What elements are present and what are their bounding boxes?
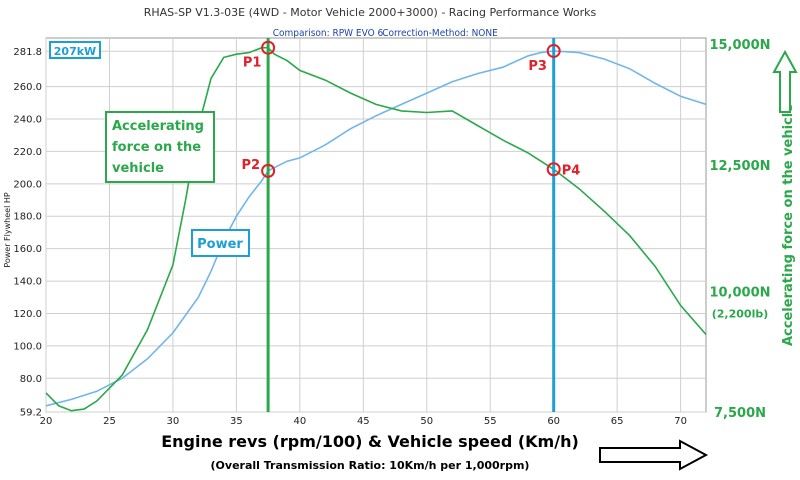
correction-subtitle: Correction-Method: NONE: [382, 28, 498, 39]
x-tick-label: 40: [293, 416, 306, 427]
y-tick-label: 120.0: [13, 309, 42, 320]
reference-lines: [266, 38, 556, 412]
peak-power-box: [49, 41, 101, 59]
right-tick-label: 7,500N: [714, 406, 766, 421]
x-tick-label: 50: [420, 416, 433, 427]
x-tick-label: 45: [357, 416, 370, 427]
x-axis-sublabel: (Overall Transmission Ratio: 10Km/h per …: [211, 459, 530, 472]
chart-title: RHAS-SP V1.3-03E (4WD - Motor Vehicle 20…: [144, 6, 597, 19]
right-tick-label: 10,000N: [709, 286, 770, 301]
y-tick-label: 100.0: [13, 341, 42, 352]
y-tick-label: 200.0: [13, 179, 42, 190]
point-marker: [261, 40, 276, 55]
point-marker: [546, 162, 561, 177]
x-axis-label: Engine revs (rpm/100) & Vehicle speed (K…: [161, 432, 579, 451]
right-tick-label: 15,000N: [709, 38, 770, 53]
x-tick-label: 20: [40, 416, 53, 427]
y-tick-label: 140.0: [13, 277, 42, 288]
x-tick-label: 35: [230, 416, 243, 427]
series-line: [45, 46, 707, 412]
point-label: P4: [562, 163, 581, 178]
power-annotation-label: Power: [197, 237, 243, 252]
plot-area: [45, 37, 707, 413]
power-annotation-box: [191, 229, 250, 257]
y-tick-label: 59.2: [20, 408, 42, 419]
x-tick-label: 70: [674, 416, 687, 427]
force-annotation-box: [105, 111, 215, 183]
x-axis-ticks: 20 25 30 35 40 45 50 55 60 65 70: [40, 416, 687, 427]
peak-power-label: 207kW: [54, 45, 96, 58]
y-tick-label: 80.0: [20, 374, 42, 385]
right-tick-label: 12,500N: [709, 159, 770, 174]
force-annotation-line2: force on the: [112, 140, 201, 155]
y-tick-label: 180.0: [13, 212, 42, 223]
x-tick-label: 30: [167, 416, 180, 427]
right-axis-ticks: 15,000N 12,500N 10,000N (2,200lb) 7,500N: [709, 38, 770, 421]
series-lines: [45, 46, 707, 412]
point-label: P2: [242, 158, 261, 173]
point-label: P1: [243, 56, 262, 71]
x-tick-label: 55: [484, 416, 497, 427]
x-tick-label: 60: [547, 416, 560, 427]
y-tick-label: 240.0: [13, 115, 42, 126]
point-marker: [546, 43, 561, 58]
y-axis-label-right: Accelerating force on the vehicle: [781, 104, 796, 346]
right-arrow-icon: [599, 439, 709, 471]
right-tick-sublabel: (2,200lb): [712, 308, 769, 321]
y-tick-label: 220.0: [13, 147, 42, 158]
x-tick-label: 25: [103, 416, 116, 427]
up-arrow-icon: [772, 49, 798, 113]
comparison-subtitle: Comparison: RPW EVO 6: [273, 28, 384, 39]
point-marker: [261, 163, 276, 178]
force-annotation-line3: vehicle: [112, 161, 164, 176]
point-label: P3: [528, 59, 547, 74]
x-tick-label: 65: [611, 416, 624, 427]
marked-points: P1 P2 P3 P4: [242, 40, 581, 178]
series-line: [45, 50, 707, 407]
y-axis-ticks: 59.2 80.0 100.0 120.0 140.0 160.0 180.0 200.0 22…: [13, 47, 42, 419]
y-tick-label: 260.0: [13, 82, 42, 93]
y-axis-label-left: Power Flywheel HP: [3, 192, 12, 268]
y-tick-label: 281.8: [13, 47, 42, 58]
force-annotation-line1: Accelerating: [112, 119, 204, 134]
y-tick-label: 160.0: [13, 244, 42, 255]
